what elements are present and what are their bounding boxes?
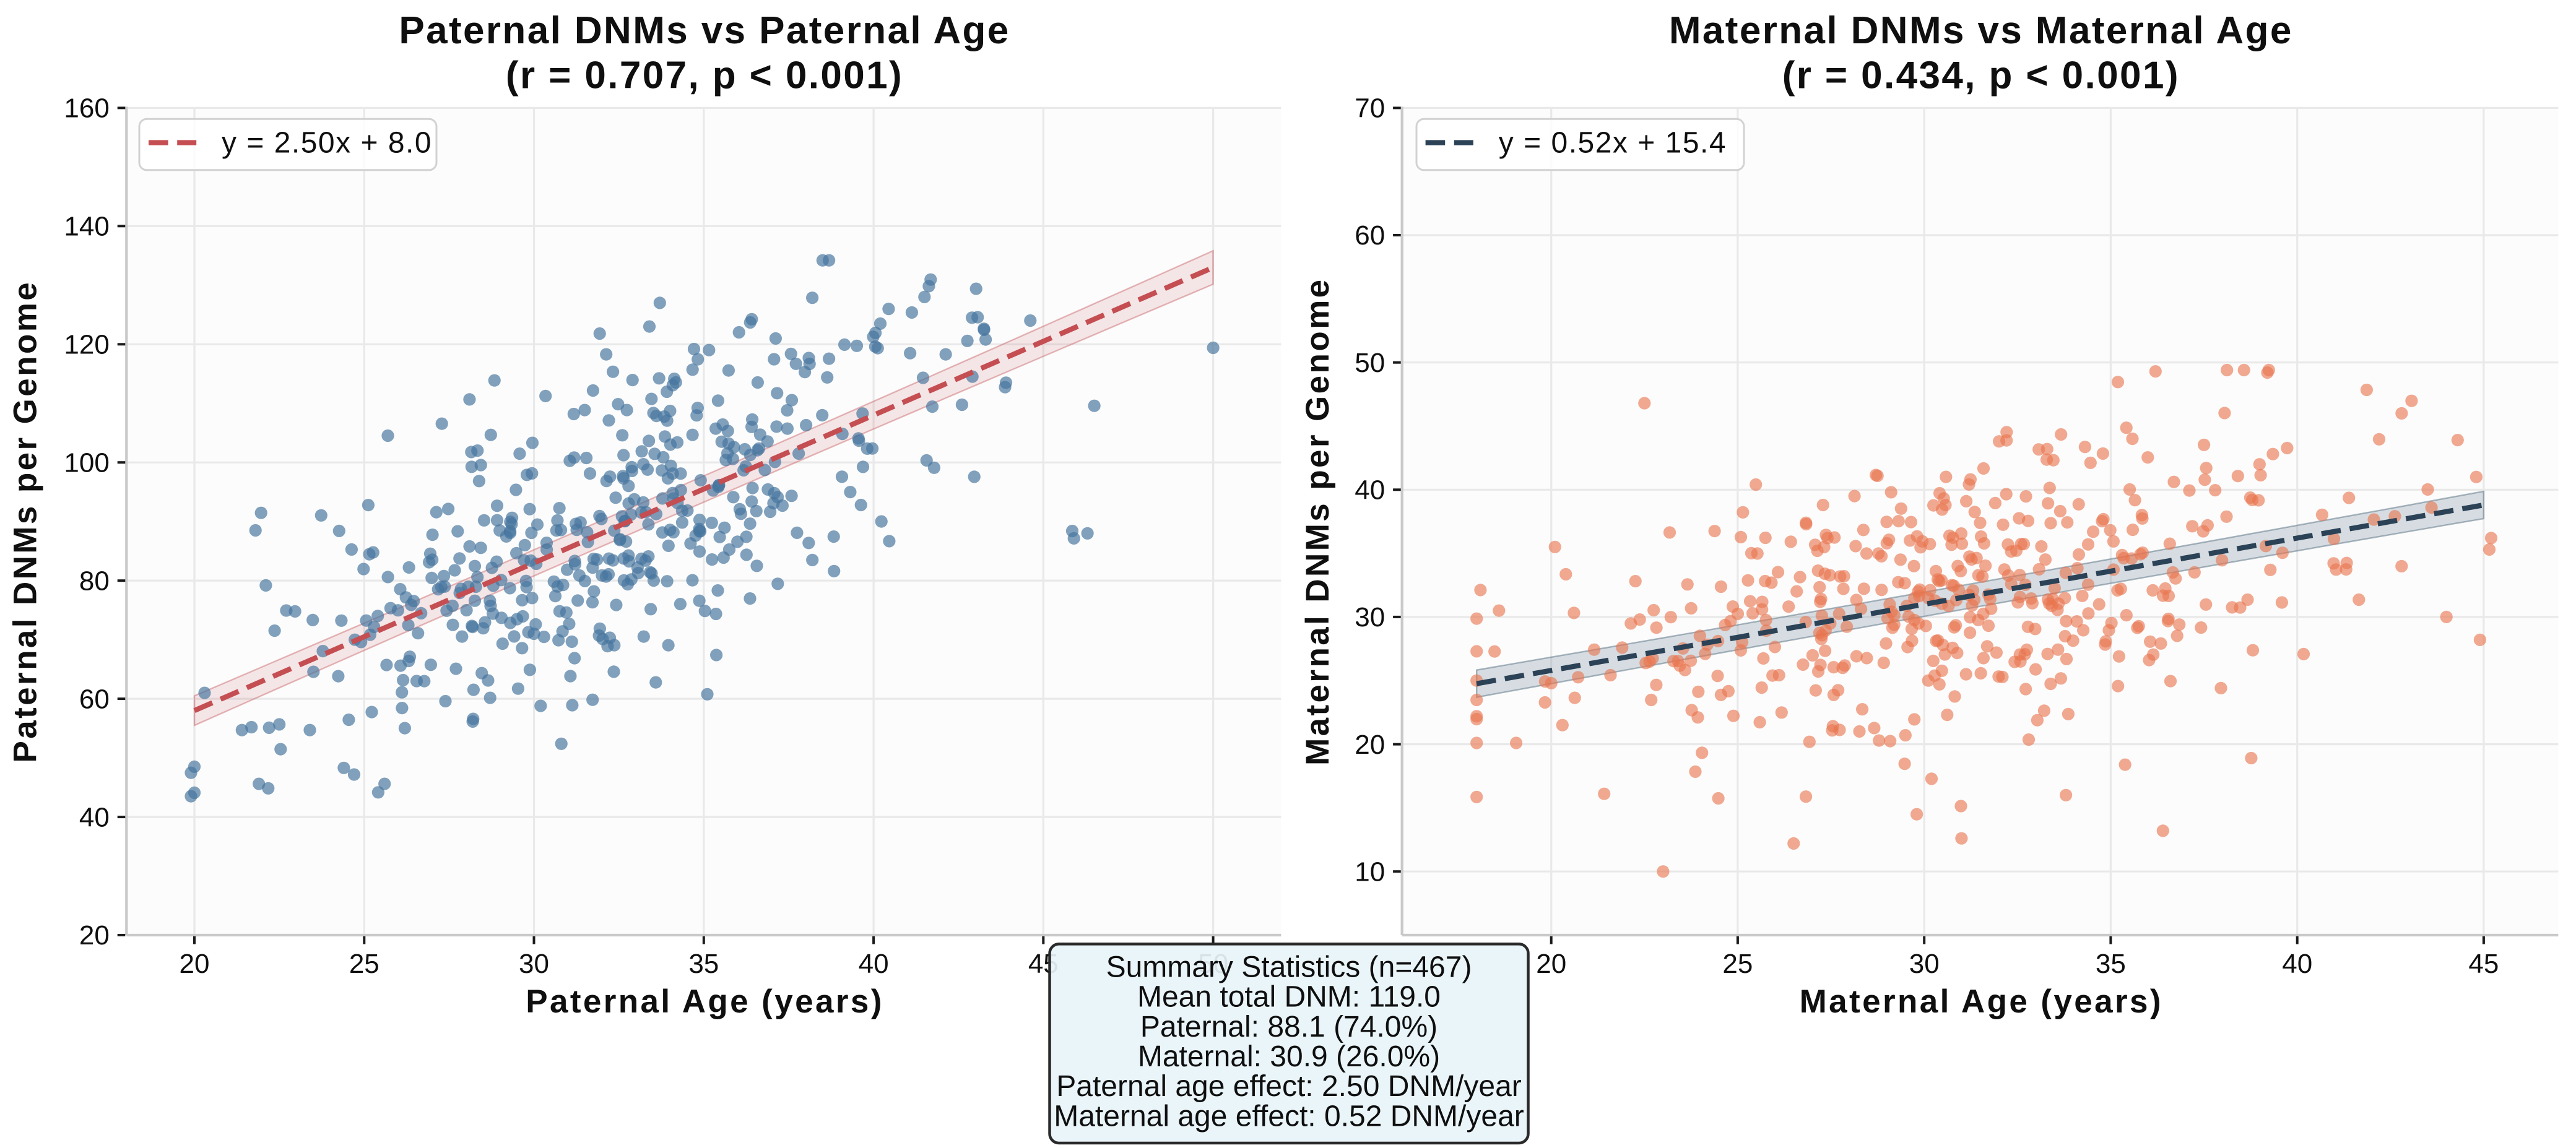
- svg-text:(r = 0.434, p < 0.001): (r = 0.434, p < 0.001): [1782, 54, 2180, 97]
- svg-text:45: 45: [2468, 949, 2499, 979]
- svg-text:70: 70: [1355, 93, 1385, 124]
- svg-text:25: 25: [1722, 949, 1753, 979]
- svg-text:y = 2.50x + 8.0: y = 2.50x + 8.0: [222, 127, 432, 160]
- svg-text:10: 10: [1355, 857, 1385, 887]
- svg-text:20: 20: [1355, 730, 1385, 760]
- svg-text:100: 100: [64, 447, 109, 478]
- svg-text:25: 25: [349, 949, 379, 979]
- svg-text:60: 60: [79, 684, 110, 714]
- svg-text:Mean total DNM: 119.0: Mean total DNM: 119.0: [1137, 981, 1441, 1014]
- svg-text:30: 30: [519, 949, 549, 979]
- svg-text:Maternal: 30.9 (26.0%): Maternal: 30.9 (26.0%): [1138, 1040, 1440, 1073]
- svg-text:40: 40: [1355, 475, 1385, 506]
- svg-text:35: 35: [2096, 949, 2126, 979]
- svg-text:Paternal age effect: 2.50 DNM/: Paternal age effect: 2.50 DNM/year: [1056, 1070, 1522, 1103]
- svg-text:20: 20: [79, 920, 110, 951]
- svg-text:Summary Statistics (n=467): Summary Statistics (n=467): [1106, 951, 1472, 983]
- svg-text:Maternal age effect: 0.52 DNM/: Maternal age effect: 0.52 DNM/year: [1054, 1100, 1524, 1133]
- svg-text:40: 40: [79, 802, 110, 832]
- svg-text:Maternal DNMs per Genome: Maternal DNMs per Genome: [1299, 277, 1336, 765]
- svg-text:30: 30: [1909, 949, 1940, 979]
- svg-text:(r = 0.707, p < 0.001): (r = 0.707, p < 0.001): [506, 54, 903, 97]
- svg-text:Maternal DNMs vs Maternal Age: Maternal DNMs vs Maternal Age: [1669, 9, 2293, 52]
- svg-text:60: 60: [1355, 220, 1385, 251]
- svg-text:20: 20: [1536, 949, 1566, 979]
- svg-text:140: 140: [64, 212, 109, 242]
- svg-text:Paternal DNMs per Genome: Paternal DNMs per Genome: [7, 280, 44, 763]
- svg-text:Paternal: 88.1 (74.0%): Paternal: 88.1 (74.0%): [1140, 1011, 1438, 1043]
- svg-text:Paternal DNMs vs Paternal Age: Paternal DNMs vs Paternal Age: [399, 9, 1010, 52]
- svg-text:120: 120: [64, 330, 109, 360]
- svg-text:80: 80: [79, 566, 110, 596]
- svg-text:Paternal Age (years): Paternal Age (years): [526, 983, 884, 1020]
- svg-text:160: 160: [64, 93, 109, 124]
- svg-text:Maternal Age (years): Maternal Age (years): [1800, 983, 2163, 1020]
- svg-text:40: 40: [2282, 949, 2312, 979]
- svg-text:30: 30: [1355, 602, 1385, 632]
- svg-text:35: 35: [688, 949, 719, 979]
- svg-text:20: 20: [180, 949, 210, 979]
- svg-text:40: 40: [859, 949, 889, 979]
- svg-text:y = 0.52x + 15.4: y = 0.52x + 15.4: [1499, 127, 1727, 160]
- svg-text:50: 50: [1355, 348, 1385, 378]
